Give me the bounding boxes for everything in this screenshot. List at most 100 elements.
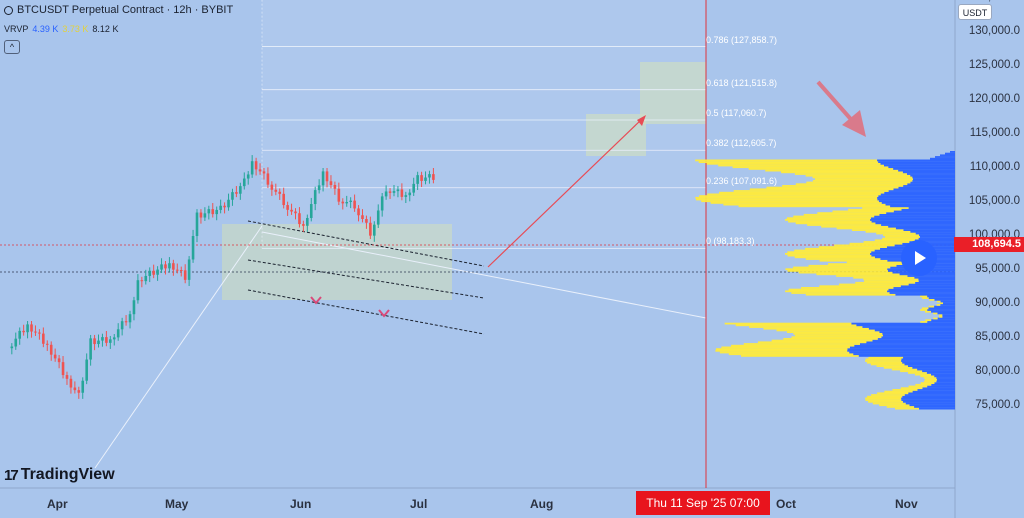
volume-profile-bar-down [908,372,927,374]
candle-body [227,199,230,208]
volume-profile-bar-down [865,358,902,361]
volume-profile-bar-down [787,251,872,254]
symbol-status-icon [4,5,13,15]
volume-profile-bar-up [866,341,955,344]
volume-profile-bar-down [864,280,919,282]
candle-body [412,183,415,193]
tradingview-logo[interactable]: 17 TradingView [4,466,115,484]
candle-body [93,338,96,345]
volume-profile-bar-up [878,195,955,197]
volume-profile-bar-down [886,406,915,408]
candle-body [97,340,100,345]
volume-profile-bar-down [733,190,889,192]
candle-body [187,259,191,280]
volume-profile-bar-down [763,327,869,330]
volume-profile-bar-up [862,326,955,328]
volume-profile-bar-down [710,202,882,204]
volume-profile-bar-up [888,225,955,228]
candle-body [278,191,282,194]
volume-profile-bar-up [902,395,955,398]
volume-profile-bar-down [884,236,920,238]
volume-profile-bar-down [805,293,896,296]
volume-profile-bar-down [836,227,896,230]
volume-profile-bar-up [914,276,955,279]
candle-body [345,202,349,204]
volume-profile-bar-up [888,166,955,169]
volume-profile-bar-up [901,399,955,401]
candle-body [282,193,285,206]
volume-profile-bar-down [766,186,899,189]
candle-body [38,332,41,334]
volume-profile-bar-down [785,290,888,293]
candle-body [73,387,77,391]
candle-body [262,171,266,174]
volume-profile-bar-down [803,213,880,216]
volume-profile-bar-down [839,283,909,286]
volume-profile-bar-down [876,365,908,367]
candle-body [45,343,49,345]
volume-profile-bar-up [908,392,955,395]
volume-profile-bar-up [868,327,955,330]
candle-body [286,205,289,210]
volume-profile-bar-up [893,287,955,289]
volume-profile-bar-down [939,314,943,316]
volume-profile-bar-up [919,407,955,410]
time-tick-label: Apr [47,497,68,511]
currency-unit-button[interactable]: USDT [958,4,992,20]
volume-profile-bar-up [895,227,955,230]
volume-profile-bar-up [903,356,955,359]
volume-profile-bar-down [821,225,889,228]
volume-profile-bar-down [928,305,935,308]
volume-profile-bar-down [865,230,911,233]
volume-profile-bar-down [876,232,916,235]
fib-level-label: 0.382 (112,605.7) [706,138,777,149]
volume-profile-bar-down [806,181,911,184]
candle-body [380,196,384,211]
volume-profile-bar-down [787,254,872,257]
trendline-long [261,231,707,319]
volume-profile-bar-down [923,377,937,379]
tradingview-logo-icon: 17 [4,466,19,484]
candle-body [105,337,108,343]
volume-profile-bar-down [920,321,928,323]
volume-profile-bar-down [771,339,873,342]
volume-profile-bar-down [933,317,938,320]
candle-body [373,224,376,236]
replay-play-button[interactable] [901,240,937,276]
volume-profile-bar-down [743,343,860,345]
volume-profile-bar-up [898,169,955,172]
volume-profile-bar-down [877,392,909,395]
candle-body [132,300,136,315]
volume-profile-bar-up [901,358,955,361]
volume-profile-bar-up [870,217,955,220]
volume-profile-bar-down [846,261,912,264]
volume-profile-bar-down [871,394,905,396]
time-tick-label: Oct [776,497,797,511]
volume-profile-bar-up [901,360,955,362]
volume-profile-bar-down [707,193,881,196]
vrvp-label[interactable]: VRVP [4,24,29,34]
volume-profile-bar-up [902,400,955,403]
time-tick-label: Jul [410,497,428,511]
volume-profile-bar-down [793,332,883,335]
volume-profile-bar-down [874,239,915,242]
volume-profile-bar-up [902,171,955,174]
swing-low-marker [378,309,390,318]
volume-profile-bar-down [812,176,913,179]
volume-profile-bar-down [782,185,904,187]
candle-body [365,219,368,223]
volume-profile-bar-down [718,164,884,167]
volume-profile-bar-down [793,215,875,218]
volume-profile-bar-up [882,332,955,335]
candle-body [203,213,207,218]
volume-profile-bar-up [907,183,955,186]
volume-profile-bar-down [882,234,919,237]
volume-profile-bar-down [765,169,899,172]
volume-profile-bar-down [870,363,905,366]
collapse-legend-icon[interactable]: ^ [4,40,20,54]
candle-body [22,330,25,333]
volume-profile-bar-down [794,256,875,259]
symbol-title[interactable]: BTCUSDT Perpetual Contract · 12h · BYBIT [17,4,234,16]
fib-level-label: 0.236 (107,091.6) [706,175,778,186]
